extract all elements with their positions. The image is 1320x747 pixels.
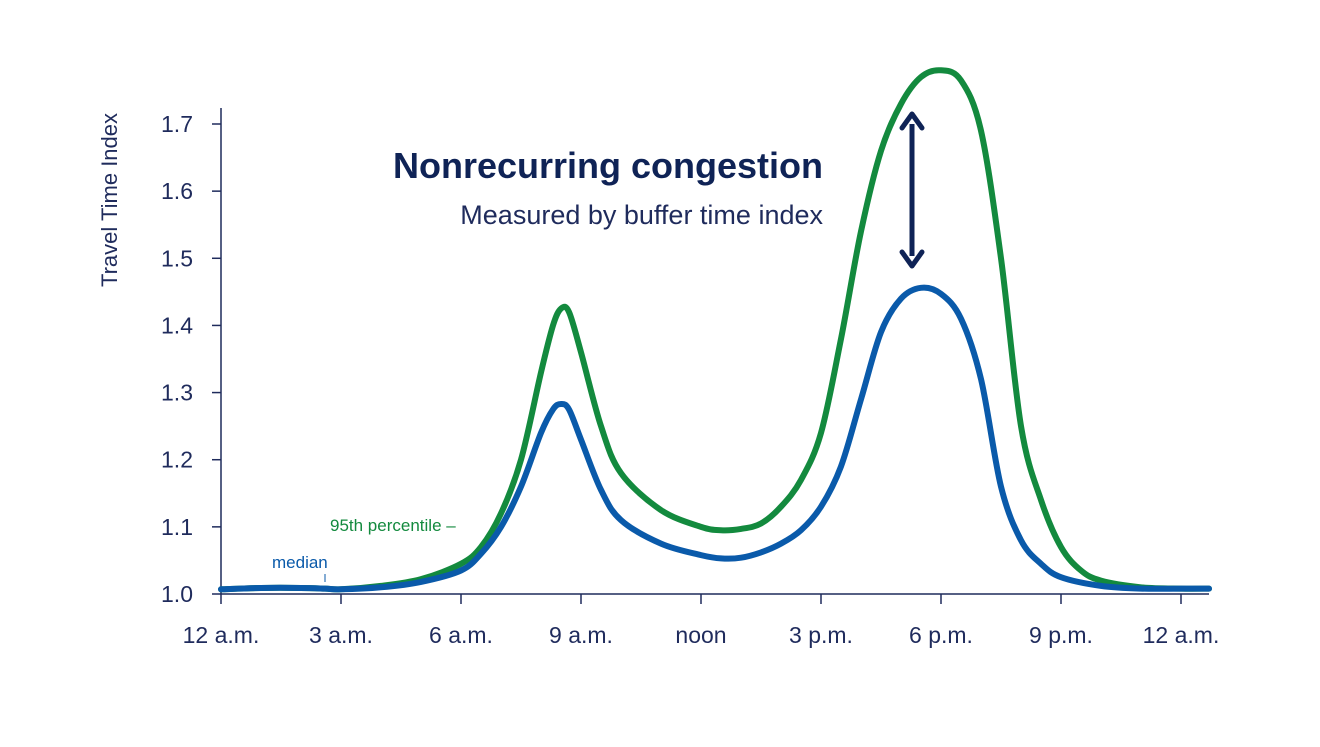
buffer-arrow-head-top bbox=[899, 111, 925, 131]
x-tick-label: 6 p.m. bbox=[909, 622, 973, 648]
y-tick-label: 1.4 bbox=[161, 312, 193, 338]
y-tick-label: 1.7 bbox=[161, 111, 193, 137]
x-tick-label: 12 a.m. bbox=[1143, 622, 1220, 648]
y-tick-label: 1.2 bbox=[161, 447, 193, 473]
x-tick-label: 9 a.m. bbox=[549, 622, 613, 648]
chart-title: Nonrecurring congestion bbox=[393, 145, 823, 186]
y-axis-title: Travel Time Index bbox=[97, 113, 122, 287]
x-tick-label: 6 a.m. bbox=[429, 622, 493, 648]
y-tick-label: 1.6 bbox=[161, 178, 193, 204]
x-tick-label: noon bbox=[675, 622, 726, 648]
p95-series-label: 95th percentile – bbox=[330, 516, 456, 535]
y-tick-label: 1.1 bbox=[161, 514, 193, 540]
chart-subtitle: Measured by buffer time index bbox=[460, 200, 823, 230]
x-tick-label: 3 a.m. bbox=[309, 622, 373, 648]
median-line bbox=[218, 284, 1212, 593]
buffer-arrow-head-bottom bbox=[899, 249, 925, 269]
p95-line bbox=[218, 67, 1212, 593]
x-tick-label: 3 p.m. bbox=[789, 622, 853, 648]
x-tick-label: 9 p.m. bbox=[1029, 622, 1093, 648]
y-tick-label: 1.0 bbox=[161, 581, 193, 607]
median-series-label: median bbox=[272, 553, 328, 572]
y-tick-label: 1.3 bbox=[161, 380, 193, 406]
y-tick-label: 1.5 bbox=[161, 245, 193, 271]
x-tick-label: 12 a.m. bbox=[183, 622, 260, 648]
